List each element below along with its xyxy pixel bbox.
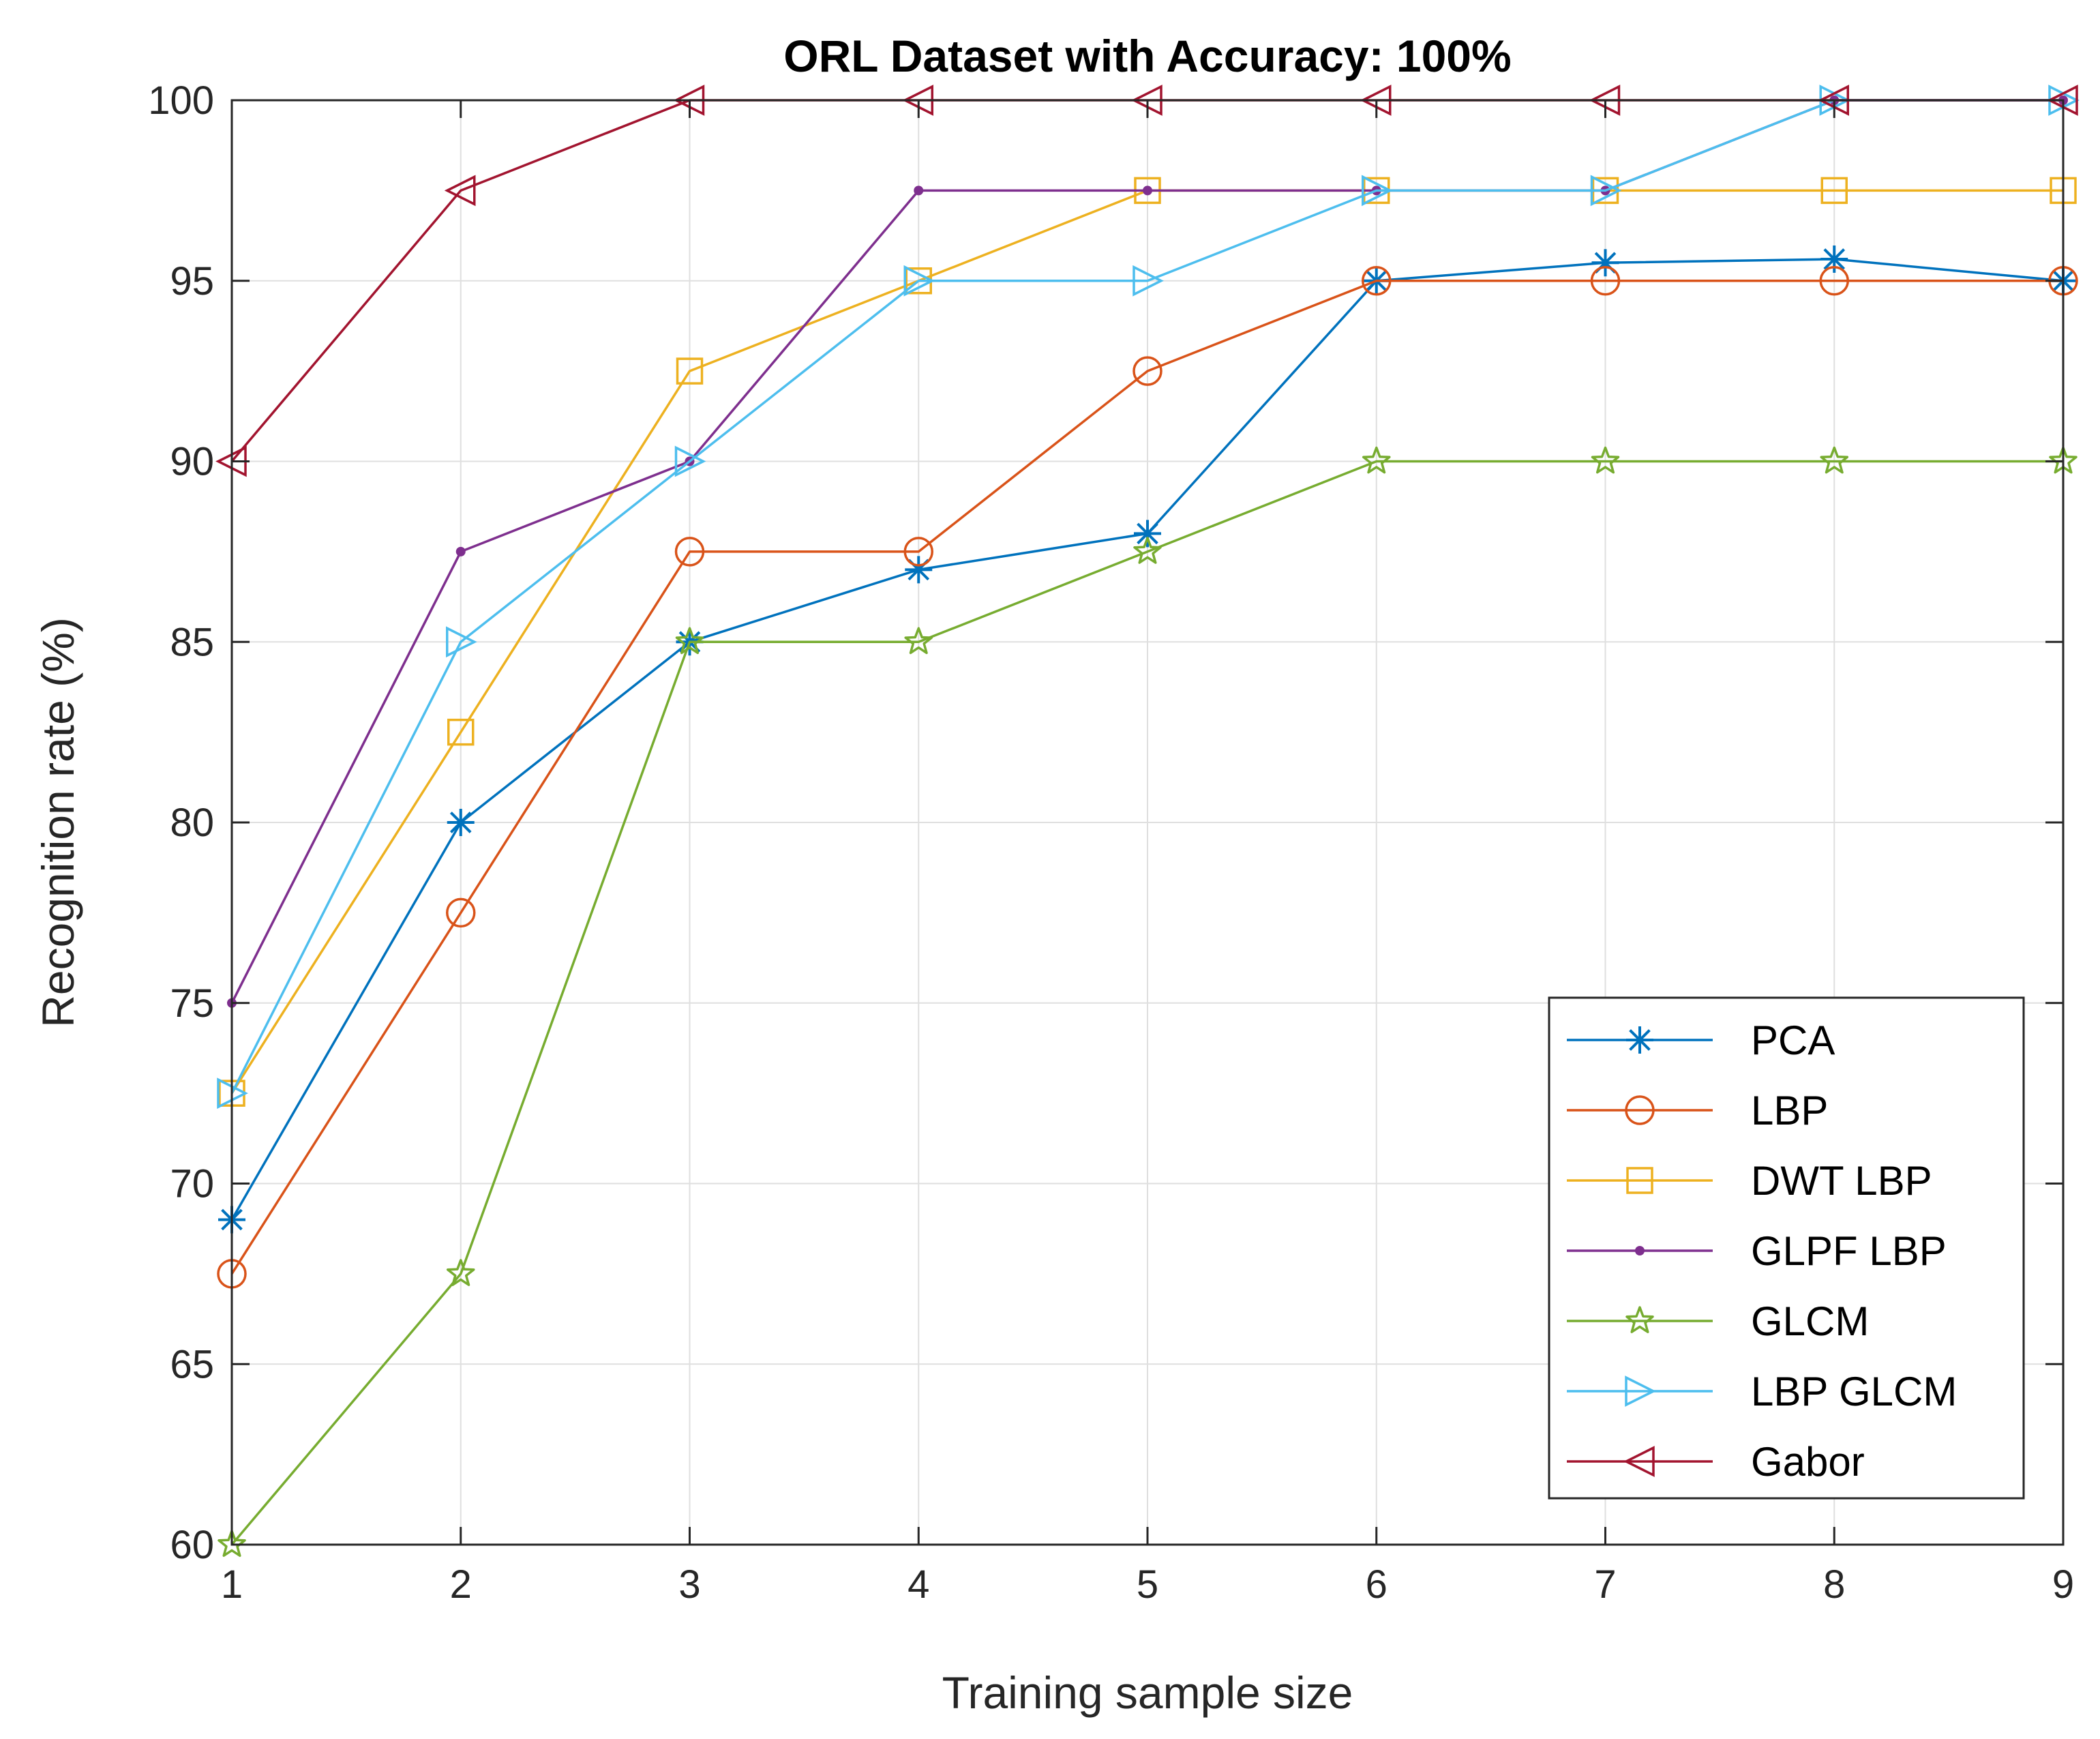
data-point-dwt-lbp: [676, 357, 704, 385]
legend-label-dwt-lbp: DWT LBP: [1751, 1158, 1932, 1204]
series-line-lbp: [230, 280, 2063, 1275]
series-group: [215, 85, 2080, 1557]
x-tick-label: 9: [2052, 1562, 2074, 1607]
x-tick-label: 3: [678, 1562, 700, 1607]
marker-stroke: [449, 812, 472, 833]
legend: PCA LBP DWT LBP GLPF LBP GLCM LBP GLCM Gabor: [1548, 996, 2025, 1500]
x-tick-label: 4: [907, 1562, 929, 1607]
data-point-glcm: [675, 627, 704, 655]
x-tick-label: 6: [1366, 1562, 1388, 1607]
legend-label-pca: PCA: [1751, 1017, 1835, 1063]
series-glcm: [217, 446, 2078, 1557]
data-point-lbp: [446, 897, 476, 928]
data-point-lbp: [1590, 266, 1621, 296]
data-point-gabor: [444, 175, 476, 207]
legend-marker-lbp-glcm: [1625, 1376, 1656, 1407]
legend-item-lbp-glcm: LBP GLCM: [1567, 1369, 1957, 1414]
data-point-lbp-glcm: [1590, 175, 1622, 207]
y-tick-label: 75: [170, 981, 214, 1026]
y-tick-label: 90: [170, 440, 214, 484]
legend-marker-glcm: [1625, 1306, 1654, 1333]
y-tick-label: 85: [170, 620, 214, 664]
data-point-pca: [447, 809, 475, 836]
x-tick-label: 1: [221, 1562, 243, 1607]
legend-marker-pca: [1626, 1026, 1653, 1054]
data-point-lbp: [1819, 266, 1849, 296]
legend-item-lbp: LBP: [1567, 1088, 1828, 1133]
data-point-pca: [1820, 245, 1848, 273]
legend-marker-dwt-lbp: [1626, 1167, 1653, 1194]
series-line-lbp-glcm: [230, 99, 2063, 1094]
axis-ticks: 1 2 3 4 5 6 7 8 9 60 65 70 75 80 85 90 95 100: [148, 78, 2074, 1607]
data-point-pca: [1134, 520, 1161, 548]
data-point-glcm: [1820, 446, 1849, 474]
legend-box: [1548, 996, 2025, 1500]
x-tick-label: 7: [1594, 1562, 1616, 1607]
data-point-glpf-lbp: [1143, 185, 1152, 196]
data-point-lbp: [1362, 266, 1392, 296]
y-tick-label: 70: [170, 1162, 214, 1206]
y-tick-label: 95: [170, 259, 214, 303]
x-axis-title: Training sample size: [942, 1667, 1353, 1718]
y-tick-label: 100: [148, 78, 214, 123]
legend-item-glcm: GLCM: [1567, 1298, 1869, 1344]
y-tick-label: 65: [170, 1342, 214, 1386]
x-tick-label: 8: [1823, 1562, 1845, 1607]
data-point-lbp: [903, 537, 933, 567]
data-point-dwt-lbp: [1820, 177, 1848, 205]
data-point-glpf-lbp: [455, 546, 466, 556]
legend-marker-glpf-lbp: [1635, 1246, 1645, 1255]
series-pca: [218, 245, 2077, 1234]
legend-label-lbp-glcm: LBP GLCM: [1751, 1369, 1957, 1414]
data-point-lbp: [674, 537, 705, 567]
data-point-glcm: [1133, 537, 1162, 564]
y-tick-label: 60: [170, 1523, 214, 1567]
legend-marker-lbp: [1625, 1095, 1655, 1125]
legend-marker-gabor: [1623, 1446, 1655, 1477]
legend-label-gabor: Gabor: [1751, 1439, 1865, 1485]
y-axis-title: Recognition rate (%): [33, 617, 83, 1028]
data-point-lbp-glcm: [446, 626, 477, 658]
data-point-dwt-lbp: [447, 718, 475, 746]
data-point-glcm: [1591, 446, 1620, 474]
legend-item-glpf-lbp: GLPF LBP: [1567, 1228, 1947, 1274]
data-point-glpf-lbp: [914, 185, 924, 196]
series-lbp: [217, 266, 2078, 1289]
series-line-glcm: [230, 460, 2063, 1546]
data-point-lbp-glcm: [903, 265, 935, 297]
data-point-lbp: [1132, 356, 1162, 386]
legend-item-dwt-lbp: DWT LBP: [1567, 1158, 1932, 1204]
legend-item-pca: PCA: [1567, 1017, 1835, 1063]
data-point-glcm: [446, 1259, 475, 1286]
chart-title: ORL Dataset with Accuracy: 100%: [783, 31, 1511, 81]
legend-item-gabor: Gabor: [1567, 1439, 1865, 1485]
y-tick-label: 80: [170, 801, 214, 845]
marker-stroke: [1629, 1029, 1651, 1051]
marker-stroke: [1137, 522, 1158, 545]
data-point-lbp-glcm: [1132, 265, 1164, 297]
data-point-lbp-glcm: [674, 445, 706, 477]
x-tick-label: 2: [450, 1562, 472, 1607]
legend-label-glcm: GLCM: [1751, 1298, 1869, 1344]
data-point-lbp-glcm: [1362, 175, 1393, 207]
legend-label-lbp: LBP: [1751, 1088, 1828, 1133]
marker-stroke: [1823, 248, 1846, 270]
data-point-glcm: [217, 1530, 246, 1557]
x-tick-label: 5: [1137, 1562, 1158, 1607]
legend-label-glpf-lbp: GLPF LBP: [1751, 1228, 1947, 1274]
data-point-glcm: [1362, 446, 1391, 474]
data-point-glcm: [904, 627, 933, 655]
